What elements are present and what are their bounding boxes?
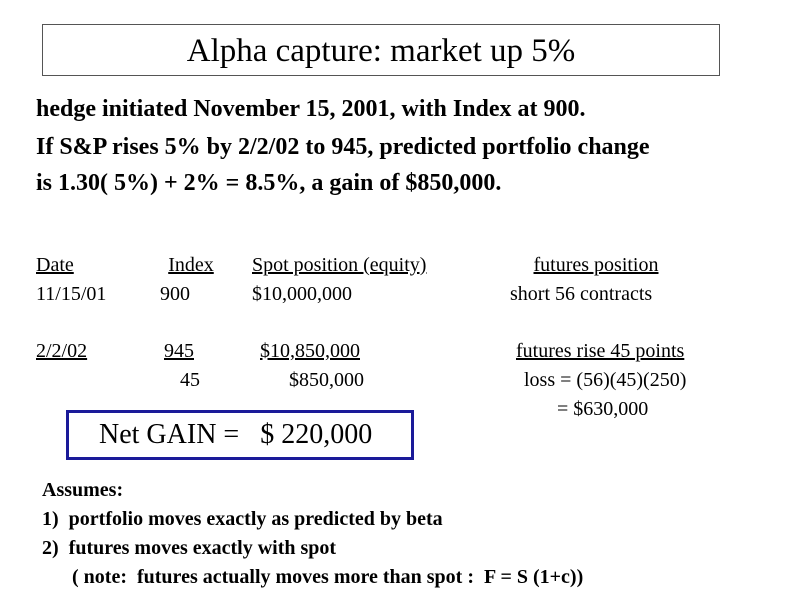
- notes-heading: Assumes:: [42, 479, 124, 501]
- header-date: Date: [36, 254, 74, 276]
- row2-index: 945: [164, 340, 194, 362]
- notes-item-2: 2) futures moves exactly with spot: [42, 537, 337, 559]
- row1-futures: short 56 contracts: [510, 283, 653, 305]
- title-box: Alpha capture: market up 5%: [42, 24, 720, 76]
- row4-futures: = $630,000: [557, 398, 649, 420]
- row3-spot: $850,000: [289, 369, 364, 391]
- intro-line-3: is 1.30( 5%) + 2% = 8.5%, a gain of $850…: [36, 170, 502, 196]
- intro-line-2: If S&P rises 5% by 2/2/02 to 945, predic…: [36, 134, 650, 160]
- intro-line-1: hedge initiated November 15, 2001, with …: [36, 96, 586, 122]
- slide-title: Alpha capture: market up 5%: [186, 33, 576, 69]
- net-gain-box: Net GAIN = $ 220,000: [66, 410, 414, 460]
- row3-futures: loss = (56)(45)(250): [524, 369, 687, 391]
- net-gain-text: Net GAIN = $ 220,000: [99, 419, 373, 450]
- row3-index: 45: [180, 369, 200, 391]
- row2-futures: futures rise 45 points: [516, 340, 685, 362]
- notes-item-3: ( note: futures actually moves more than…: [72, 566, 584, 588]
- row1-spot: $10,000,000: [252, 283, 352, 305]
- notes-item-1: 1) portfolio moves exactly as predicted …: [42, 508, 443, 530]
- row2-date: 2/2/02: [36, 340, 88, 362]
- header-spot: Spot position (equity): [252, 254, 427, 276]
- header-index: Index: [168, 254, 214, 276]
- row1-date: 11/15/01: [36, 283, 107, 305]
- row2-spot: $10,850,000: [260, 340, 360, 362]
- header-futures: futures position: [533, 254, 659, 276]
- row1-index: 900: [160, 283, 190, 305]
